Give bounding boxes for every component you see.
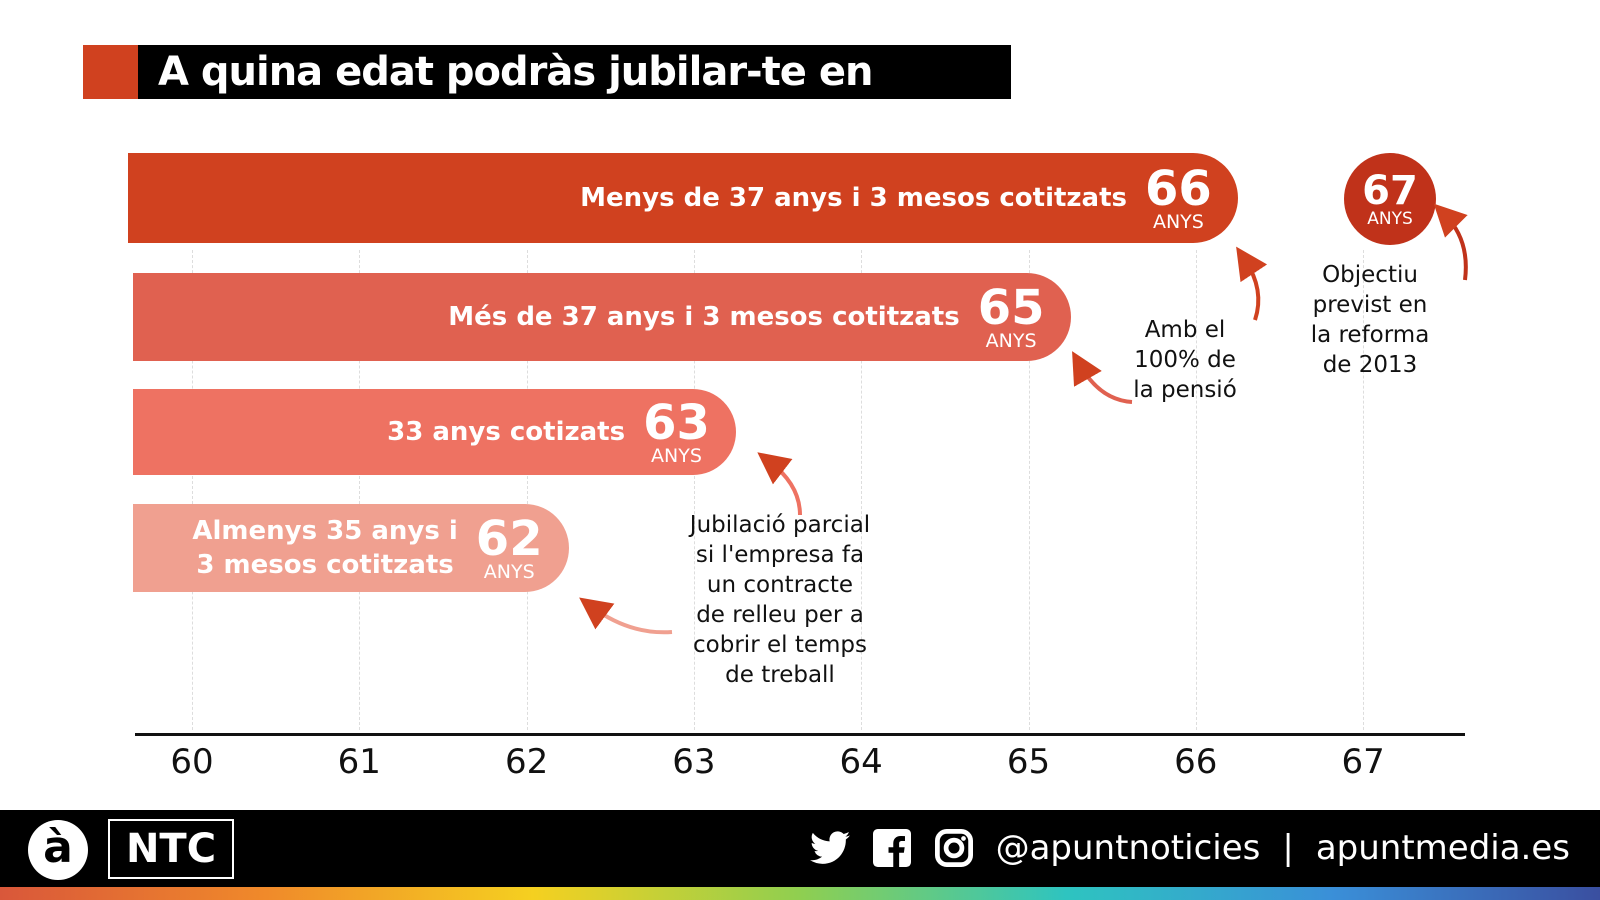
- target-value: 67: [1362, 167, 1418, 214]
- target-unit: ANYS: [1367, 208, 1413, 229]
- x-tick-label: 60: [170, 742, 214, 782]
- arrow-65: [1072, 351, 1133, 404]
- bar-label: Més de 37 anys i 3 mesos cotitzats: [448, 302, 960, 332]
- bar-value-badge: 63 ANYS: [643, 399, 710, 466]
- rainbow-stripe: [0, 887, 1600, 900]
- arrow-62: [579, 597, 673, 635]
- bar-value-badge: 65 ANYS: [978, 284, 1045, 351]
- gridline: [693, 250, 695, 730]
- gridline: [359, 250, 361, 730]
- separator: |: [1282, 828, 1294, 868]
- arrow-66: [1236, 246, 1268, 321]
- gridline: [192, 250, 193, 730]
- bar-label: Menys de 37 anys i 3 mesos cotitzats: [580, 183, 1127, 213]
- target-circle: 67 ANYS: [1344, 153, 1436, 245]
- x-axis: [135, 733, 1465, 736]
- gridline: [1195, 250, 1197, 730]
- x-tick-label: 61: [337, 742, 381, 782]
- annotation-arrows: [579, 203, 1468, 635]
- x-tick-label: 62: [504, 742, 549, 782]
- twitter-icon[interactable]: [809, 828, 850, 868]
- gridline: [1028, 250, 1030, 730]
- title-accent: [83, 45, 138, 99]
- ntc-logo: NTC: [108, 819, 234, 879]
- x-tick-label: 66: [1174, 742, 1218, 782]
- bar-label: Almenys 35 anys i 3 mesos cotitzats: [192, 516, 458, 580]
- gridline: [526, 250, 528, 730]
- bar: Més de 37 anys i 3 mesos cotitzats 65 ANYS: [133, 273, 1071, 361]
- bar-unit: ANYS: [1152, 210, 1204, 233]
- x-tick-label: 65: [1006, 742, 1051, 782]
- facebook-icon[interactable]: [872, 828, 912, 868]
- instagram-icon[interactable]: [934, 828, 974, 868]
- annotation-partial: Jubilació parcial si l'empresa fa un con…: [689, 512, 871, 688]
- x-tick-label: 67: [1341, 742, 1385, 782]
- x-tick-label: 63: [672, 742, 716, 782]
- arrow-63: [757, 452, 802, 516]
- bar: Almenys 35 anys i 3 mesos cotitzats 62 ANY…: [133, 504, 569, 592]
- bar-value: 62: [475, 510, 543, 567]
- page-title: A quina edat podràs jubilar-te en 2021?: [138, 45, 1011, 149]
- gridline: [1363, 250, 1365, 730]
- social-handle[interactable]: @apuntnoticies: [995, 828, 1261, 868]
- apunt-logo: à: [28, 820, 88, 880]
- gridline: [861, 250, 863, 730]
- annotation-2013: Objectiu previst en la reforma de 2013: [1310, 262, 1430, 378]
- annotation-100: Amb el 100% de la pensió: [1133, 317, 1237, 403]
- bar: Menys de 37 anys i 3 mesos cotitzats 66 AN…: [128, 153, 1238, 243]
- bar-unit: ANYS: [985, 329, 1037, 352]
- arrow-67: [1433, 203, 1468, 281]
- social-links: @apuntnoticies | apuntmedia.es: [809, 828, 1570, 868]
- bar-value: 65: [977, 279, 1045, 336]
- bar-value: 66: [1145, 160, 1212, 217]
- bar-value: 63: [643, 394, 710, 451]
- bar-unit: ANYS: [483, 560, 535, 583]
- bar-value-badge: 62 ANYS: [476, 515, 543, 582]
- bar-label: 33 anys cotizats: [387, 417, 626, 447]
- website-link[interactable]: apuntmedia.es: [1315, 828, 1570, 868]
- bar: 33 anys cotizats 63 ANYS: [133, 389, 736, 475]
- bar-value-badge: 66 ANYS: [1145, 165, 1212, 232]
- x-tick-label: 64: [839, 742, 883, 782]
- footer: à NTC @apuntnoticies | apuntmedia.es: [0, 810, 1600, 887]
- bar-unit: ANYS: [651, 444, 702, 467]
